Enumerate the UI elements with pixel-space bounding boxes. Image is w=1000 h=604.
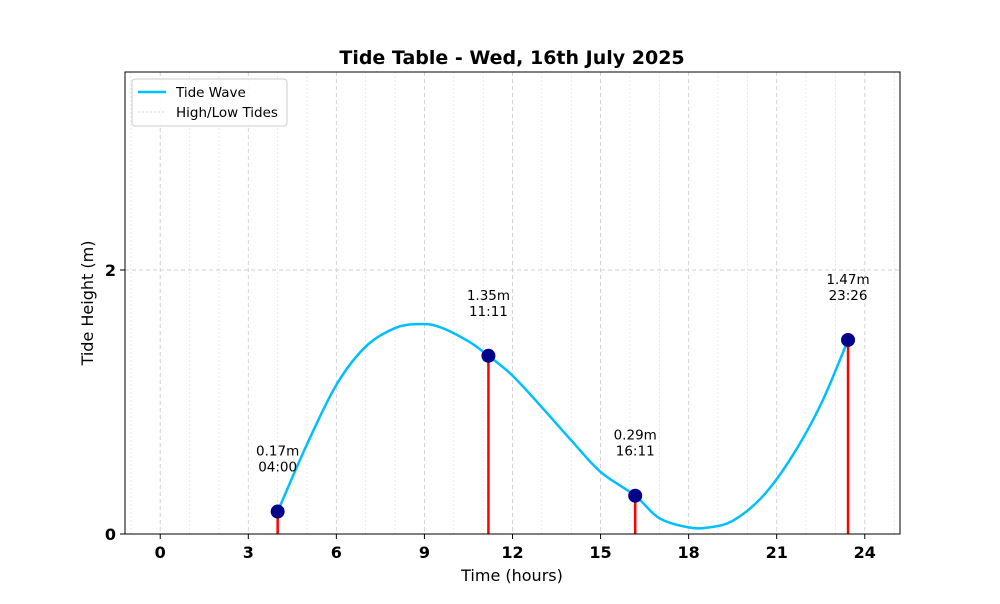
legend-label: High/Low Tides (176, 105, 278, 121)
tide-marker (841, 332, 856, 347)
tide-stems (276, 339, 850, 534)
tide-marker (628, 488, 643, 503)
tide-marker (270, 504, 285, 519)
y-tick-label: 0 (105, 525, 116, 544)
legend: Tide Wave High/Low Tides (131, 78, 288, 127)
x-tick-label: 24 (854, 543, 876, 562)
tide-markers (270, 332, 856, 519)
x-tick-label: 12 (501, 543, 523, 562)
y-axis-label: Tide Height (m) (78, 241, 97, 367)
tide-time-label: 16:11 (616, 444, 655, 460)
grid (125, 72, 900, 535)
x-tick-label: 21 (766, 543, 788, 562)
tide-height-label: 0.17m (256, 444, 299, 460)
tide-time-label: 11:11 (469, 304, 508, 320)
x-tick-label: 3 (243, 543, 254, 562)
y-tick-label: 2 (105, 261, 116, 280)
chart-title: Tide Table - Wed, 16th July 2025 (339, 47, 684, 69)
tide-height-label: 1.47m (826, 272, 869, 288)
legend-label: Tide Wave (175, 85, 246, 101)
legend-box (131, 78, 288, 127)
x-tick-label: 15 (589, 543, 611, 562)
x-tick-label: 9 (419, 543, 430, 562)
tide-wave-line (276, 322, 850, 530)
x-tick-label: 0 (155, 543, 166, 562)
y-axis-ticks: 02 (105, 261, 125, 544)
tide-height-label: 0.29m (614, 428, 657, 444)
tide-time-label: 04:00 (258, 460, 297, 476)
x-axis-label: Time (hours) (460, 566, 563, 585)
x-tick-label: 6 (331, 543, 342, 562)
tide-time-label: 23:26 (829, 288, 868, 304)
tide-marker (481, 348, 496, 363)
tide-height-label: 1.35m (467, 288, 510, 304)
x-axis-ticks: 0 3 6 9 12 15 18 21 24 (155, 534, 876, 562)
x-tick-label: 18 (678, 543, 700, 562)
